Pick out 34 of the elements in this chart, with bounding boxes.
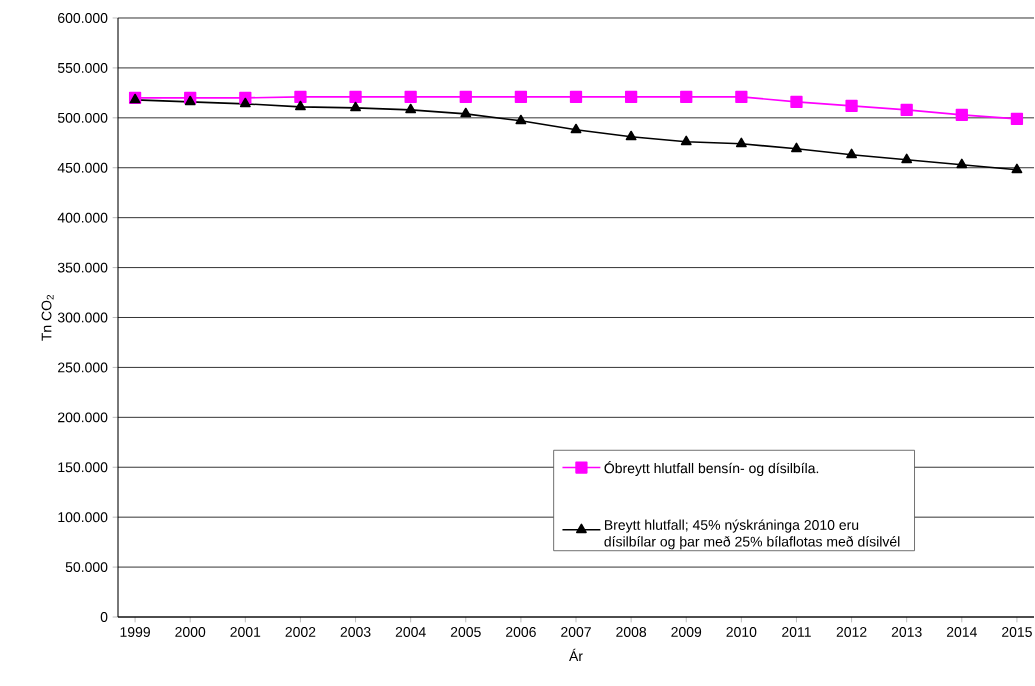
x-tick-label: 2001 [230, 627, 261, 637]
x-tick-label: 2002 [285, 627, 316, 637]
y-tick-label: 250.000 [58, 362, 108, 373]
y-tick-label: 450.000 [57, 162, 108, 173]
y-tick-label: 200.000 [58, 412, 108, 423]
x-tick-label: 2006 [506, 627, 536, 637]
x-tick-label: 2014 [946, 627, 977, 637]
x-tick-label: 2004 [395, 627, 426, 637]
x-tick-label: 2012 [836, 627, 867, 637]
y-tick-label: 300.000 [57, 312, 108, 323]
x-tick-label: 2009 [671, 627, 702, 637]
y-tick-label: 100.000 [58, 512, 108, 523]
legend-label: Óbreytt hlutfall bensín- og dísilbíla. [604, 460, 819, 476]
x-tick-label: 2007 [561, 627, 591, 637]
x-tick-label: 2000 [175, 627, 206, 637]
x-tick-label: 2003 [340, 627, 371, 637]
x-tick-label: 2005 [450, 627, 481, 637]
y-tick-label: 350.000 [57, 262, 108, 273]
y-tick-label: 150.000 [58, 462, 108, 473]
y-tick-label: 0 [100, 612, 108, 622]
y-axis-title: Tn CO$_{2}$ [41, 294, 54, 341]
y-tick-label: 400.000 [57, 212, 108, 223]
x-axis-title: Ár [569, 648, 583, 661]
x-tick-label: 2013 [891, 627, 922, 637]
y-tick-label: 500.000 [57, 112, 108, 123]
x-tick-label: 2015 [1002, 627, 1032, 637]
y-tick-label: 50.000 [65, 562, 108, 573]
y-tick-label: 600.000 [58, 13, 108, 23]
x-tick-label: 2011 [782, 627, 811, 637]
x-tick-label: 2010 [726, 627, 757, 637]
x-tick-label: 2008 [616, 627, 647, 637]
legend-label: Breytt hlutfall; 45% nýskráninga 2010 eru dísilbílar og þar með 25% bílaflotas með dísilvél [604, 519, 900, 550]
x-tick-label: 1999 [120, 627, 150, 637]
y-tick-label: 550.000 [57, 62, 108, 73]
